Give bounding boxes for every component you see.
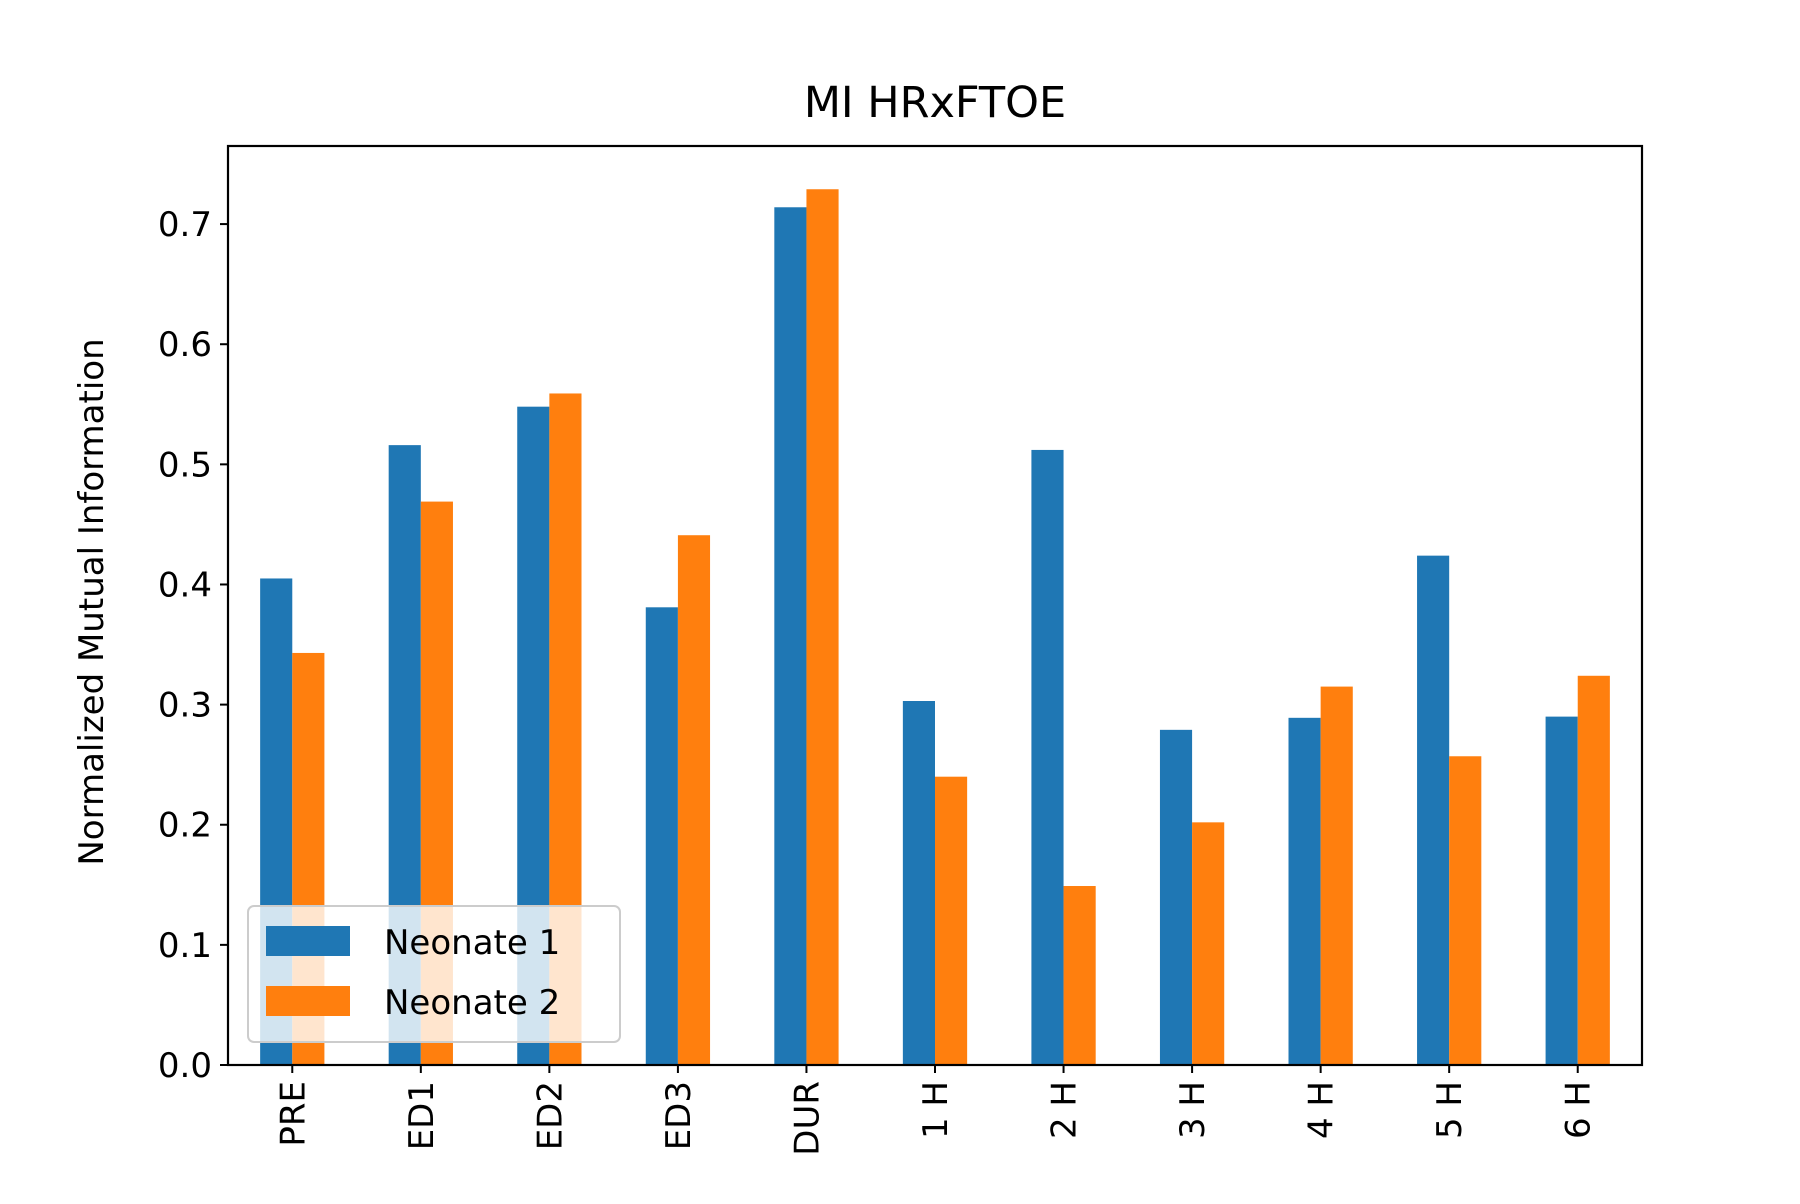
bar-1-9 <box>1417 555 1450 1065</box>
y-tick-label: 0.6 <box>158 325 212 365</box>
legend-swatch-2 <box>266 986 350 1016</box>
x-tick-label: ED1 <box>402 1081 442 1150</box>
plot-frame <box>226 144 1644 1067</box>
bar-2-7 <box>1192 822 1225 1065</box>
x-tick-label: 2 H <box>1045 1081 1085 1139</box>
bar-2-9 <box>1449 756 1482 1065</box>
x-tick-label: ED2 <box>530 1081 570 1150</box>
x-tick-label: 1 H <box>916 1081 956 1139</box>
x-tick-label: ED3 <box>659 1081 699 1150</box>
y-tick-label: 0.2 <box>158 806 212 846</box>
bar-1-6 <box>1031 449 1064 1065</box>
chart-title: MI HRxFTOE <box>804 78 1066 128</box>
bar-2-8 <box>1320 686 1353 1065</box>
y-tick-label: 0.7 <box>158 205 212 245</box>
y-axis: 0.0 0.1 0.2 0.3 0.4 0.5 0.6 0.7 <box>158 205 228 1086</box>
legend: Neonate 1 Neonate 2 <box>247 905 621 1043</box>
bar-1-10 <box>1545 716 1578 1065</box>
x-tick-label: 4 H <box>1302 1081 1342 1139</box>
bar-1-8 <box>1288 717 1321 1065</box>
bar-1-4 <box>774 207 807 1065</box>
legend-swatch-1 <box>266 926 350 956</box>
x-tick-label: 6 H <box>1559 1081 1599 1139</box>
x-axis: PRE ED1 ED2 ED3 DUR 1 H 2 H 3 H 4 H 5 H 6 H <box>273 1065 1599 1156</box>
bar-1-5 <box>902 701 935 1065</box>
y-tick-label: 0.3 <box>158 686 212 726</box>
x-tick-label: 5 H <box>1430 1081 1470 1139</box>
bar-1-3 <box>645 607 678 1065</box>
y-axis-label: Normalized Mutual Information <box>72 338 112 865</box>
y-tick-label: 0.4 <box>158 565 212 605</box>
y-tick-label: 0.1 <box>158 926 212 966</box>
bar-2-5 <box>935 776 968 1065</box>
x-tick-label: DUR <box>787 1081 827 1156</box>
bar-2-6 <box>1063 886 1096 1065</box>
legend-label-2: Neonate 2 <box>384 983 560 1023</box>
y-tick-label: 0.5 <box>158 445 212 485</box>
bar-2-4 <box>806 189 839 1065</box>
y-tick-label: 0.0 <box>158 1046 212 1086</box>
bar-1-7 <box>1159 729 1193 1065</box>
bar-2-10 <box>1577 675 1610 1065</box>
bar-2-3 <box>677 535 711 1065</box>
x-tick-label: PRE <box>273 1081 313 1147</box>
legend-label-1: Neonate 1 <box>384 923 560 963</box>
x-tick-label: 3 H <box>1173 1081 1213 1139</box>
